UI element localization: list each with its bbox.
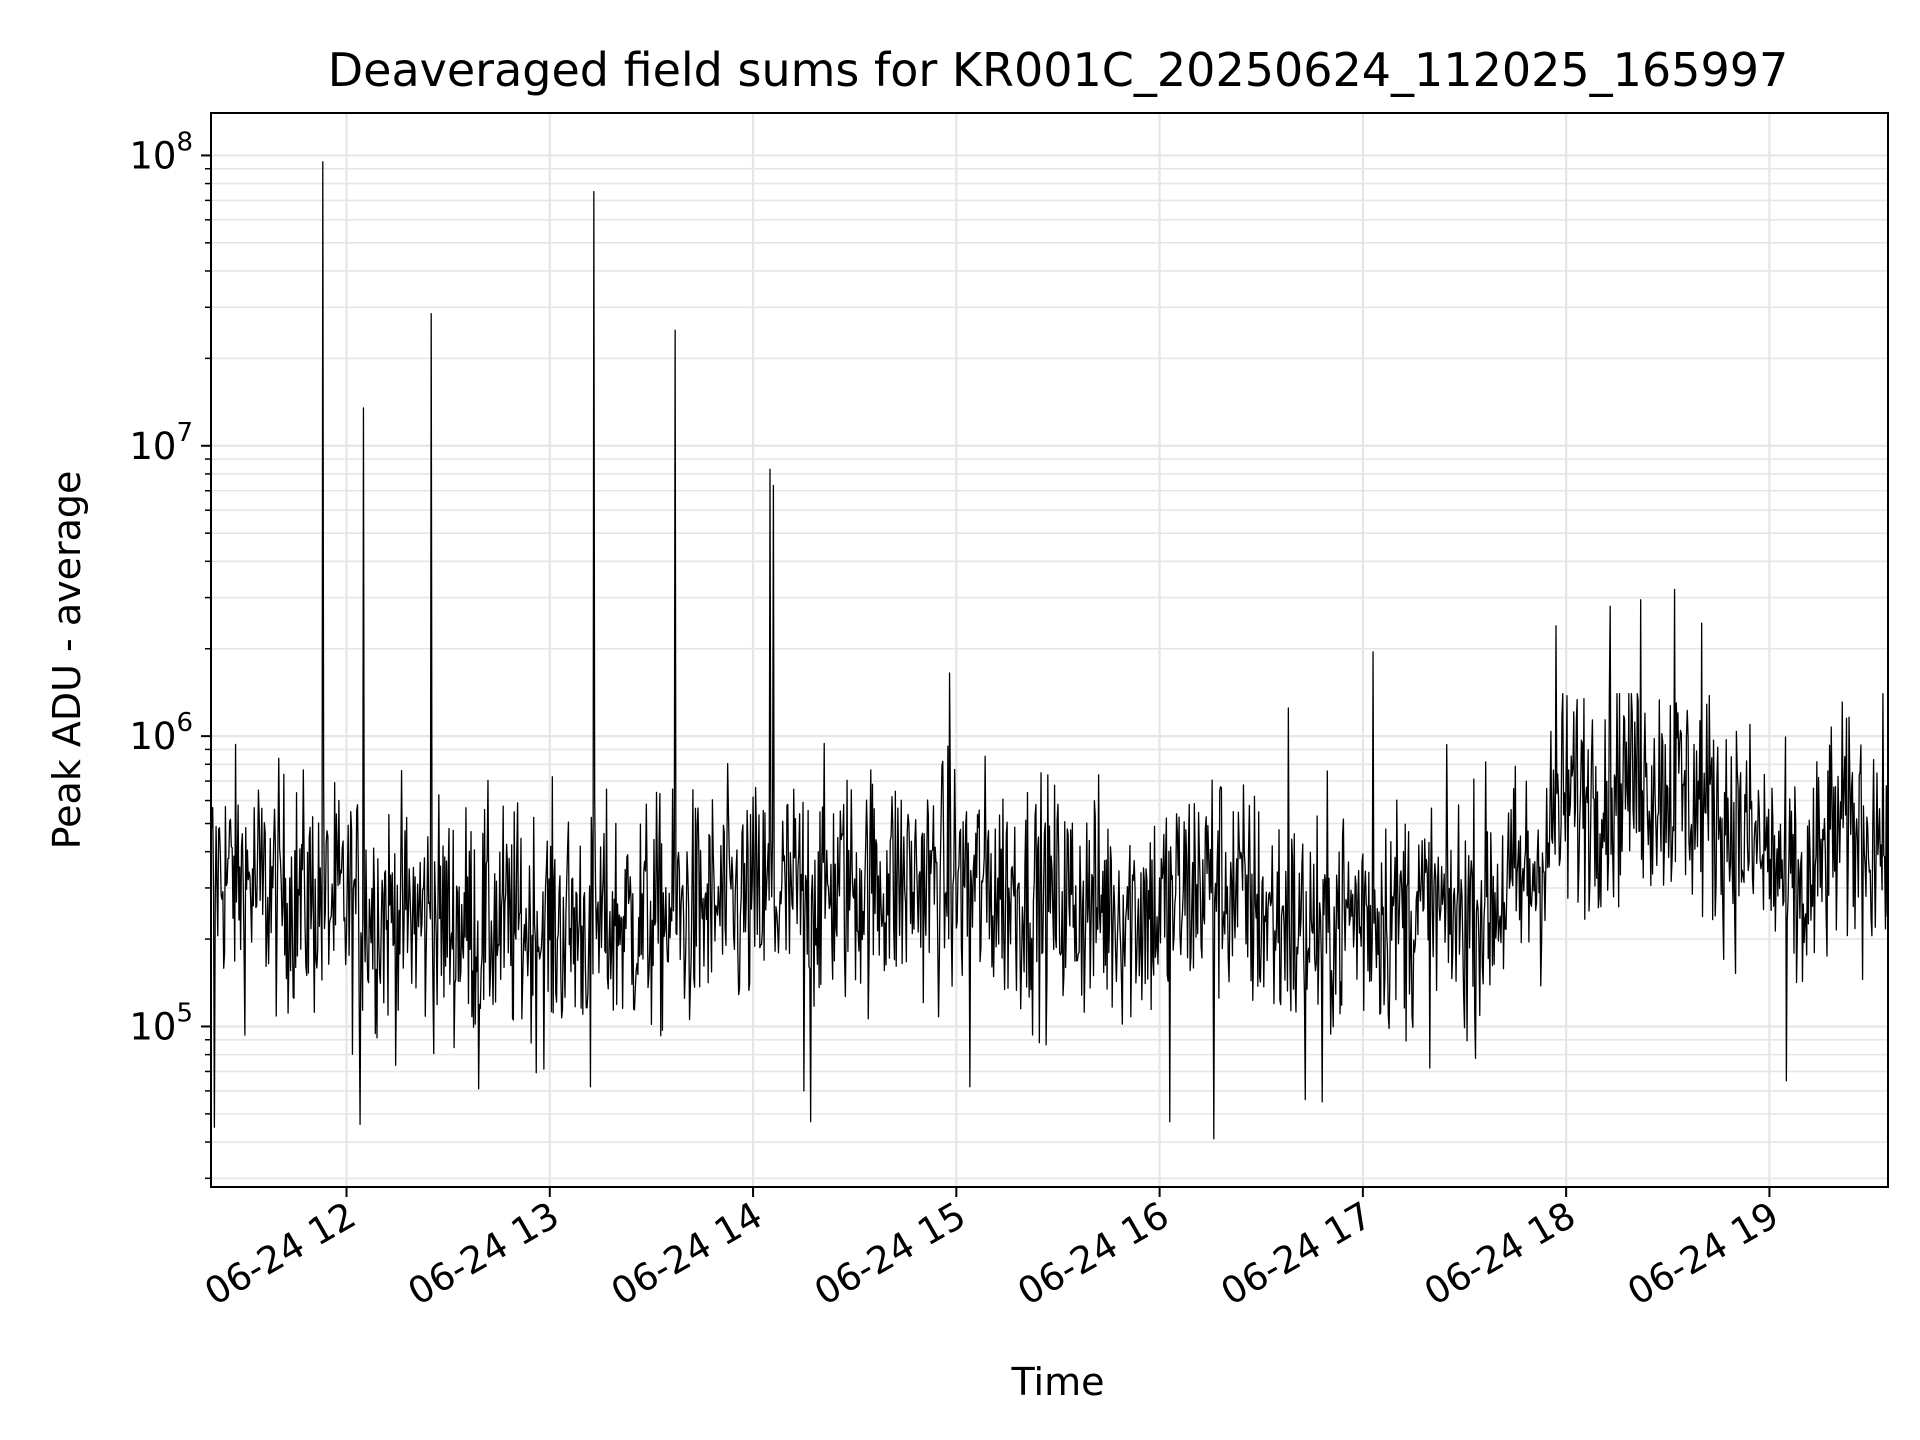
y-axis: 105 106 107 108 xyxy=(129,127,211,1180)
chart-title: Deaveraged field sums for KR001C_2025062… xyxy=(328,43,1789,97)
y-tick-label: 105 xyxy=(129,998,193,1048)
y-tick-label: 108 xyxy=(129,127,193,177)
series-line xyxy=(210,161,1889,1140)
x-axis-label: Time xyxy=(1011,1360,1105,1404)
plot-frame xyxy=(210,112,1889,1188)
series-group xyxy=(210,161,1889,1140)
y-axis-label: Peak ADU - average xyxy=(45,471,89,850)
y-tick-label: 107 xyxy=(129,418,193,468)
y-tick-label: 106 xyxy=(129,708,193,758)
